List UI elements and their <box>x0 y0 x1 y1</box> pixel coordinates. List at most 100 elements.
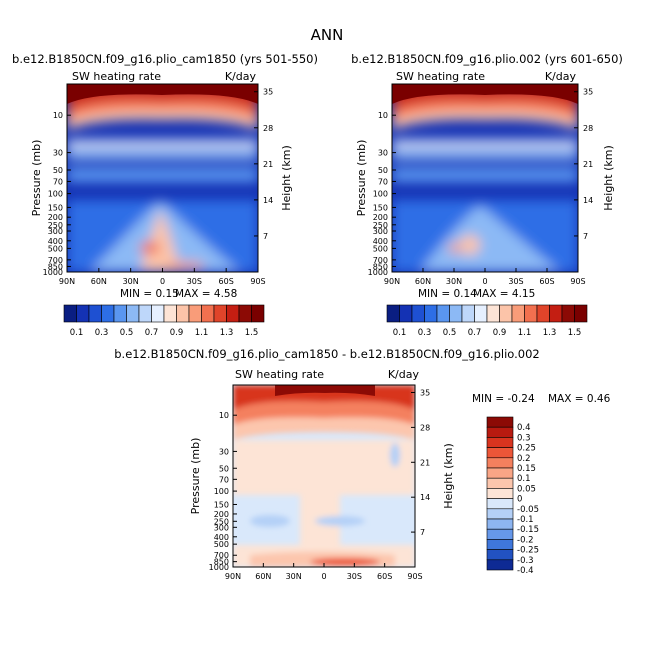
colorbar-label: 0.3 <box>95 328 109 338</box>
x-tick-label: 90N <box>225 572 241 581</box>
pressure-tick-label: 150 <box>48 203 63 212</box>
panel-a-max: MAX = 4.58 <box>175 288 237 300</box>
colorbar-box <box>139 305 152 322</box>
colorbar-box <box>252 305 265 322</box>
height-tick-label: 21 <box>263 160 273 169</box>
panel-b-min: MIN = 0.14 <box>418 288 477 300</box>
colorbar-box <box>525 305 538 322</box>
colorbar-label: 0.25 <box>517 444 536 454</box>
height-tick-label: 14 <box>263 196 273 205</box>
panel-b-colorbar: 0.1 0.3 0.5 0.7 0.9 1.1 1.3 1.5 <box>387 305 587 338</box>
colorbar-box <box>102 305 115 322</box>
colorbar-label: -0.15 <box>517 525 539 535</box>
colorbar-box <box>562 305 575 322</box>
colorbar-label: -0.25 <box>517 546 539 556</box>
colorbar-box <box>575 305 588 322</box>
colorbar-box <box>487 509 513 519</box>
pressure-tick-label: 70 <box>378 177 388 186</box>
pressure-tick-label: 300 <box>373 227 388 236</box>
colorbar-label: 0.5 <box>443 328 457 338</box>
colorbar-box <box>537 305 550 322</box>
colorbar-box <box>412 305 425 322</box>
x-tick-label: 90S <box>250 277 265 286</box>
colorbar-box <box>487 529 513 539</box>
height-tick-label: 7 <box>583 232 588 241</box>
panel-c-title: b.e12.B1850CN.f09_g16.plio_cam1850 - b.e… <box>114 347 539 361</box>
x-tick-label: 90S <box>570 277 585 286</box>
colorbar-label: 0.9 <box>493 328 507 338</box>
height-tick-label: 28 <box>583 124 593 133</box>
x-tick-label: 60N <box>415 277 431 286</box>
colorbar-label: 0.05 <box>517 484 536 494</box>
colorbar-box <box>487 468 513 478</box>
colorbar-box <box>487 458 513 468</box>
pressure-tick-label: 150 <box>214 500 229 509</box>
pressure-tick-label: 50 <box>378 166 388 175</box>
x-tick-label: 30N <box>446 277 462 286</box>
pressure-tick-label: 10 <box>378 111 388 120</box>
panel-b: b.e12.B1850CN.f09_g16.plio.002 (yrs 601-… <box>351 52 623 338</box>
colorbar-box <box>487 427 513 437</box>
height-tick-label: 21 <box>583 160 593 169</box>
height-tick-label: 35 <box>263 88 273 97</box>
colorbar-label: 0 <box>517 495 522 505</box>
panel-b-ylabel-right: Height (km) <box>602 145 615 211</box>
colorbar-label: 0.15 <box>517 464 536 474</box>
colorbar-box <box>189 305 202 322</box>
colorbar-box <box>487 488 513 498</box>
panel-c-colorbar: 0.40.30.250.20.150.10.050-0.05-0.1-0.15-… <box>487 417 539 576</box>
colorbar-box <box>89 305 102 322</box>
pressure-tick-label: 100 <box>373 190 388 199</box>
colorbar-label: 1.3 <box>543 328 557 338</box>
pressure-tick-label: 10 <box>53 111 63 120</box>
figure-canvas: ANN b.e12.B1850CN.f09_g16.plio_cam1850 (… <box>0 0 654 654</box>
height-tick-label: 35 <box>420 388 430 397</box>
x-tick-label: 90N <box>384 277 400 286</box>
x-tick-label: 30S <box>347 572 362 581</box>
x-tick-label: 60N <box>91 277 107 286</box>
panel-b-title: b.e12.B1850CN.f09_g16.plio.002 (yrs 601-… <box>351 52 623 66</box>
x-tick-label: 0 <box>160 277 165 286</box>
colorbar-label: 1.5 <box>568 328 582 338</box>
height-tick-label: 7 <box>263 232 268 241</box>
panel-a-ylabel: Pressure (mb) <box>30 140 43 217</box>
pressure-tick-label: 300 <box>48 227 63 236</box>
colorbar-label: -0.05 <box>517 505 539 515</box>
colorbar-label: 0.2 <box>517 454 531 464</box>
x-tick-label: 60S <box>377 572 392 581</box>
colorbar-label: 0.1 <box>517 474 531 484</box>
colorbar-label: 0.3 <box>517 433 531 443</box>
pressure-tick-label: 500 <box>214 540 229 549</box>
pressure-tick-label: 30 <box>219 447 229 456</box>
pressure-tick-label: 50 <box>53 166 63 175</box>
colorbar-box <box>500 305 513 322</box>
height-tick-label: 14 <box>583 196 593 205</box>
x-tick-label: 30S <box>508 277 523 286</box>
panel-c-variable: SW heating rate <box>235 368 324 381</box>
panel-b-variable: SW heating rate <box>396 70 485 83</box>
colorbar-box <box>550 305 563 322</box>
pressure-tick-label: 150 <box>373 203 388 212</box>
colorbar-label: 0.7 <box>468 328 482 338</box>
pressure-tick-label: 100 <box>214 487 229 496</box>
colorbar-label: 1.1 <box>195 328 209 338</box>
colorbar-label: 0.1 <box>70 328 84 338</box>
x-tick-label: 30N <box>123 277 139 286</box>
colorbar-box <box>425 305 438 322</box>
x-tick-label: 30S <box>187 277 202 286</box>
panel-c-min: MIN = -0.24 <box>472 393 535 405</box>
colorbar-box <box>487 437 513 447</box>
colorbar-box <box>202 305 215 322</box>
panel-a-min: MIN = 0.15 <box>120 288 179 300</box>
panel-a-plot <box>67 84 258 272</box>
panel-a-ylabel-right: Height (km) <box>280 145 293 211</box>
pressure-tick-label: 10 <box>219 411 229 420</box>
colorbar-box <box>487 539 513 549</box>
x-tick-label: 60N <box>255 572 271 581</box>
colorbar-box <box>227 305 240 322</box>
colorbar-label: -0.4 <box>517 566 534 576</box>
colorbar-box <box>437 305 450 322</box>
x-tick-label: 60S <box>219 277 234 286</box>
panel-a-variable: SW heating rate <box>72 70 161 83</box>
height-tick-label: 14 <box>420 493 430 502</box>
